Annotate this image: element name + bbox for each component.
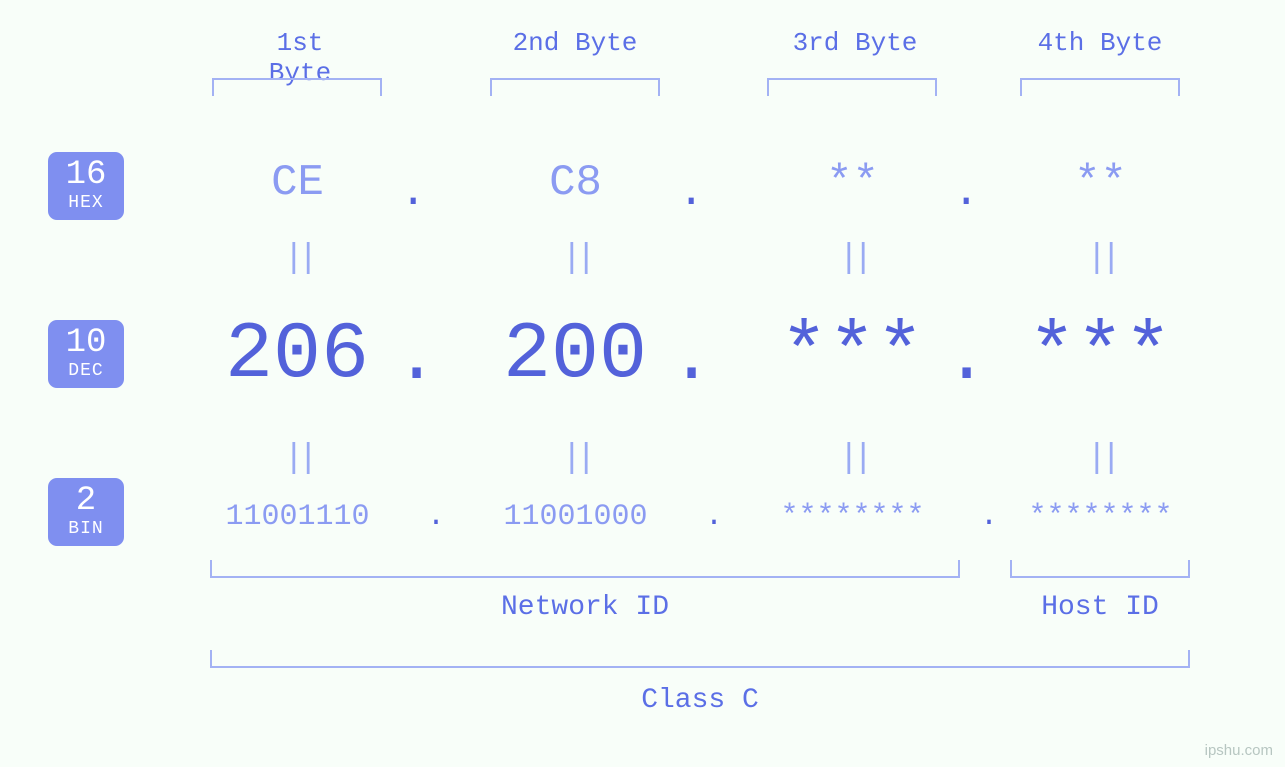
ip-diagram: 1st Byte 2nd Byte 3rd Byte 4th Byte 16 H… <box>0 0 1285 767</box>
dec-dot-3: . <box>945 318 988 400</box>
byte-header-2: 2nd Byte <box>510 28 640 58</box>
base-badge-dec-num: 10 <box>48 326 124 362</box>
base-badge-hex-lab: HEX <box>48 194 124 212</box>
eq-1-4: || <box>1081 240 1121 278</box>
bin-byte-4: ******** <box>998 500 1203 534</box>
byte-header-3: 3rd Byte <box>790 28 920 58</box>
hex-byte-2: C8 <box>543 158 608 208</box>
base-badge-hex-num: 16 <box>48 158 124 194</box>
eq-1-3: || <box>833 240 873 278</box>
bin-dot-2: . <box>705 500 723 534</box>
dec-dot-2: . <box>670 318 713 400</box>
class-bracket <box>210 650 1190 668</box>
dec-dot-1: . <box>395 318 438 400</box>
base-badge-dec-lab: DEC <box>48 362 124 380</box>
dec-byte-1: 206 <box>212 310 382 401</box>
bin-byte-3: ******** <box>745 500 960 534</box>
eq-1-2: || <box>556 240 596 278</box>
eq-2-1: || <box>278 440 318 478</box>
eq-2-2: || <box>556 440 596 478</box>
eq-2-4: || <box>1081 440 1121 478</box>
watermark: ipshu.com <box>1205 742 1273 759</box>
hex-byte-4: ** <box>1068 158 1133 208</box>
bin-dot-1: . <box>427 500 445 534</box>
base-badge-dec: 10 DEC <box>48 320 124 388</box>
dec-byte-4: *** <box>1020 310 1180 401</box>
base-badge-hex: 16 HEX <box>48 152 124 220</box>
bin-dot-3: . <box>980 500 998 534</box>
eq-2-3: || <box>833 440 873 478</box>
byte-header-4: 4th Byte <box>1035 28 1165 58</box>
class-label: Class C <box>210 685 1190 716</box>
base-badge-bin-lab: BIN <box>48 520 124 538</box>
byte-bracket-1 <box>212 78 382 96</box>
byte-bracket-4 <box>1020 78 1180 96</box>
hex-byte-1: CE <box>265 158 330 208</box>
bin-byte-2: 11001000 <box>468 500 683 534</box>
byte-bracket-2 <box>490 78 660 96</box>
hex-dot-1: . <box>400 168 426 218</box>
hex-byte-3: ** <box>820 158 885 208</box>
byte-bracket-3 <box>767 78 937 96</box>
hex-dot-3: . <box>953 168 979 218</box>
network-id-label: Network ID <box>210 592 960 623</box>
base-badge-bin-num: 2 <box>48 484 124 520</box>
network-id-bracket <box>210 560 960 578</box>
host-id-bracket <box>1010 560 1190 578</box>
base-badge-bin: 2 BIN <box>48 478 124 546</box>
bin-byte-1: 11001110 <box>190 500 405 534</box>
hex-dot-2: . <box>678 168 704 218</box>
dec-byte-3: *** <box>767 310 937 401</box>
dec-byte-2: 200 <box>490 310 660 401</box>
host-id-label: Host ID <box>1010 592 1190 623</box>
eq-1-1: || <box>278 240 318 278</box>
